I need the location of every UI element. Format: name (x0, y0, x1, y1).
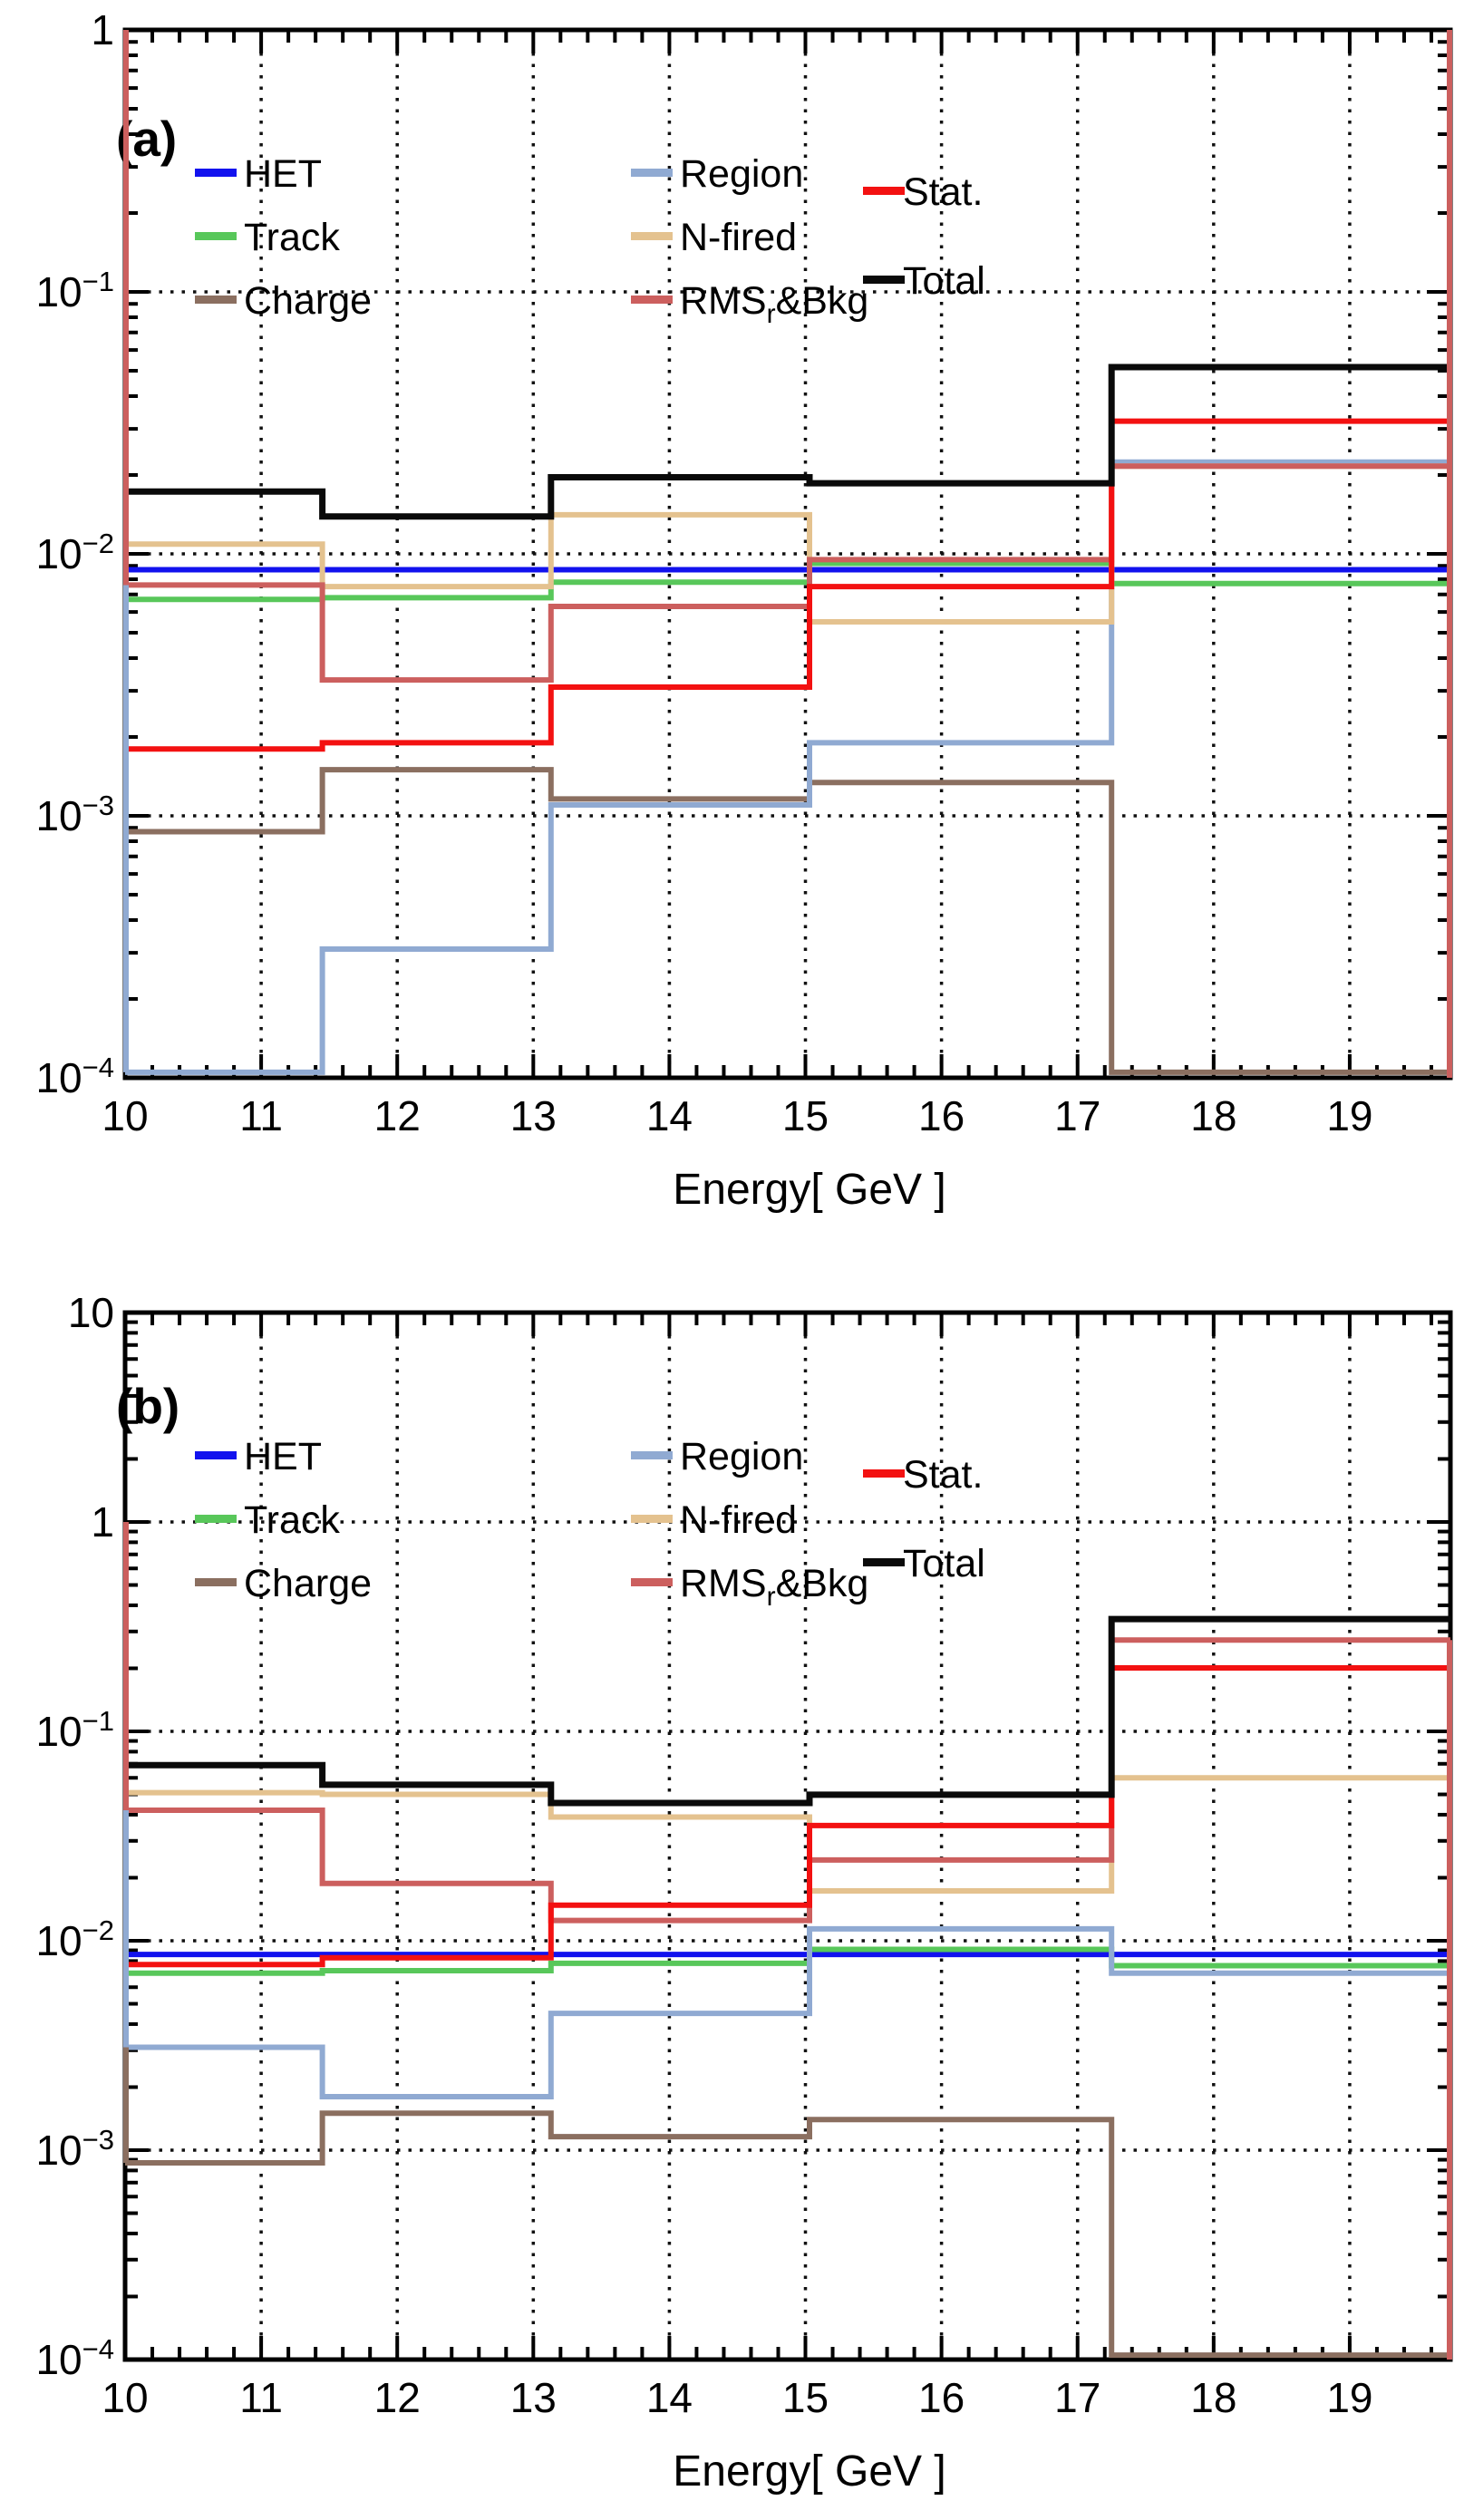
legend-marker-charge (195, 296, 237, 304)
x-tick-label: 17 (1054, 1092, 1100, 1139)
legend-label-het: HET (244, 1435, 322, 1478)
x-tick-label: 19 (1326, 2374, 1372, 2421)
x-tick-label: 11 (239, 1092, 283, 1139)
x-axis-title: Energy[ GeV ] (673, 1166, 945, 1214)
y-tick-label: 10−1 (35, 266, 114, 315)
x-tick-label: 17 (1054, 2374, 1100, 2421)
x-tick-label: 15 (782, 1092, 829, 1139)
legend-marker-stat (863, 1469, 905, 1478)
x-tick-label: 19 (1326, 1092, 1372, 1139)
legend-label-total: Total (903, 1542, 985, 1585)
legend-marker-region (631, 169, 673, 177)
legend-marker-n-fired (631, 1515, 673, 1523)
panel-a: 1 10−1 10−2 10−3 10−410 11 12 13 14 15 16 17 18 19 Ene… (35, 6, 1453, 1214)
legend-label-het: HET (244, 152, 322, 196)
legend-marker-track (195, 1515, 237, 1523)
x-tick-label: 14 (646, 1092, 693, 1139)
x-tick-label: 13 (510, 1092, 557, 1139)
x-tick-label: 16 (918, 1092, 965, 1139)
legend-marker-track (195, 232, 237, 240)
x-tick-label: 12 (374, 2374, 421, 2421)
series-charge (125, 767, 1450, 1075)
legend-label-track: Track (244, 1498, 340, 1542)
legend-marker-stat (863, 187, 905, 195)
legend-label-n-fired: N-fired (680, 1498, 797, 1542)
legend-label-charge: Charge (244, 279, 372, 323)
y-tick-label: 10−2 (35, 528, 114, 577)
y-tick-label: 10−1 (35, 1705, 114, 1755)
x-axis-title: Energy[ GeV ] (673, 2447, 945, 2496)
legend-marker-region (631, 1451, 673, 1459)
y-tick-label: 1 (91, 1498, 114, 1546)
x-tick-label: 14 (646, 2374, 693, 2421)
series-total (125, 363, 1450, 520)
x-tick-label: 10 (102, 1092, 148, 1139)
legend-label-stat: Stat. (903, 1453, 983, 1497)
x-tick-label: 10 (102, 2374, 148, 2421)
legend-label-region: Region (680, 152, 803, 196)
legend-label-charge: Charge (244, 1562, 372, 1605)
legend-marker-het (195, 1451, 237, 1459)
panel-tag: (b) (116, 1378, 179, 1434)
x-tick-label: 18 (1190, 2374, 1236, 2421)
x-tick-label: 18 (1190, 1092, 1236, 1139)
legend-label-rms-r-bkg: RMSr&Bkg (680, 1562, 868, 1612)
legend-marker-charge (195, 1578, 237, 1586)
legend-marker-rms-r-bkg (631, 1578, 673, 1586)
legend-label-n-fired: N-fired (680, 216, 797, 259)
y-tick-label: 10−4 (35, 1052, 114, 1101)
y-tick-label: 10−4 (35, 2333, 114, 2383)
y-tick-label: 10 (68, 1289, 114, 1336)
series-total (125, 1615, 1450, 1807)
x-tick-label: 13 (510, 2374, 557, 2421)
y-tick-label: 10−3 (35, 790, 114, 839)
x-tick-label: 15 (782, 2374, 829, 2421)
legend-label-region: Region (680, 1435, 803, 1478)
legend-marker-rms-r-bkg (631, 296, 673, 304)
x-tick-label: 11 (239, 2374, 283, 2421)
legend-label-total: Total (903, 259, 985, 303)
legend-label-track: Track (244, 216, 340, 259)
legend-marker-total (863, 276, 905, 284)
y-tick-label: 1 (91, 6, 114, 53)
legend-label-stat: Stat. (903, 170, 983, 214)
y-tick-label: 10−2 (35, 1914, 114, 1964)
legend-marker-het (195, 169, 237, 177)
legend-label-rms-r-bkg: RMSr&Bkg (680, 279, 868, 329)
series-region (125, 1925, 1450, 2099)
series-stat (125, 418, 1450, 752)
legend-marker-total (863, 1558, 905, 1566)
x-tick-label: 16 (918, 2374, 965, 2421)
legend-marker-n-fired (631, 232, 673, 240)
y-tick-label: 10−3 (35, 2124, 114, 2174)
x-tick-label: 12 (374, 1092, 421, 1139)
series-charge (125, 2110, 1450, 2359)
